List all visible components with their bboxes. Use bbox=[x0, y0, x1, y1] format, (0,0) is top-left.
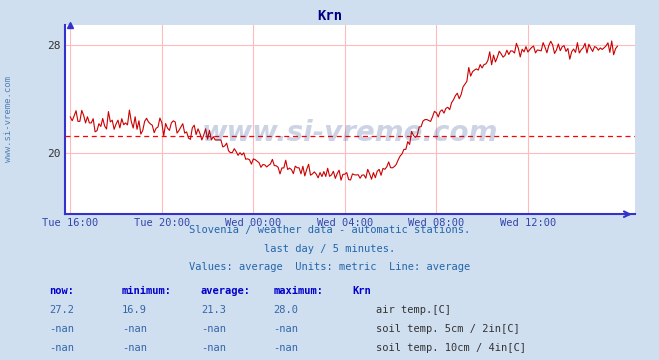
Text: -nan: -nan bbox=[122, 324, 147, 334]
Text: 27.2: 27.2 bbox=[49, 305, 74, 315]
Text: 16.9: 16.9 bbox=[122, 305, 147, 315]
Text: average:: average: bbox=[201, 286, 251, 296]
Text: -nan: -nan bbox=[273, 324, 299, 334]
Text: soil temp. 5cm / 2in[C]: soil temp. 5cm / 2in[C] bbox=[376, 324, 520, 334]
Text: Krn: Krn bbox=[317, 9, 342, 23]
Text: -nan: -nan bbox=[273, 343, 299, 354]
Text: Slovenia / weather data - automatic stations.: Slovenia / weather data - automatic stat… bbox=[189, 225, 470, 235]
Text: -nan: -nan bbox=[201, 324, 226, 334]
Text: 28.0: 28.0 bbox=[273, 305, 299, 315]
Text: last day / 5 minutes.: last day / 5 minutes. bbox=[264, 244, 395, 254]
Text: minimum:: minimum: bbox=[122, 286, 172, 296]
Text: -nan: -nan bbox=[49, 324, 74, 334]
Text: -nan: -nan bbox=[122, 343, 147, 354]
Text: air temp.[C]: air temp.[C] bbox=[376, 305, 451, 315]
Text: maximum:: maximum: bbox=[273, 286, 324, 296]
Text: -nan: -nan bbox=[201, 343, 226, 354]
Text: www.si-vreme.com: www.si-vreme.com bbox=[4, 76, 13, 162]
Text: soil temp. 10cm / 4in[C]: soil temp. 10cm / 4in[C] bbox=[376, 343, 527, 354]
Text: www.si-vreme.com: www.si-vreme.com bbox=[202, 119, 498, 147]
Text: 21.3: 21.3 bbox=[201, 305, 226, 315]
Text: Values: average  Units: metric  Line: average: Values: average Units: metric Line: aver… bbox=[189, 262, 470, 273]
Text: now:: now: bbox=[49, 286, 74, 296]
Text: Krn: Krn bbox=[353, 286, 371, 296]
Text: -nan: -nan bbox=[49, 343, 74, 354]
